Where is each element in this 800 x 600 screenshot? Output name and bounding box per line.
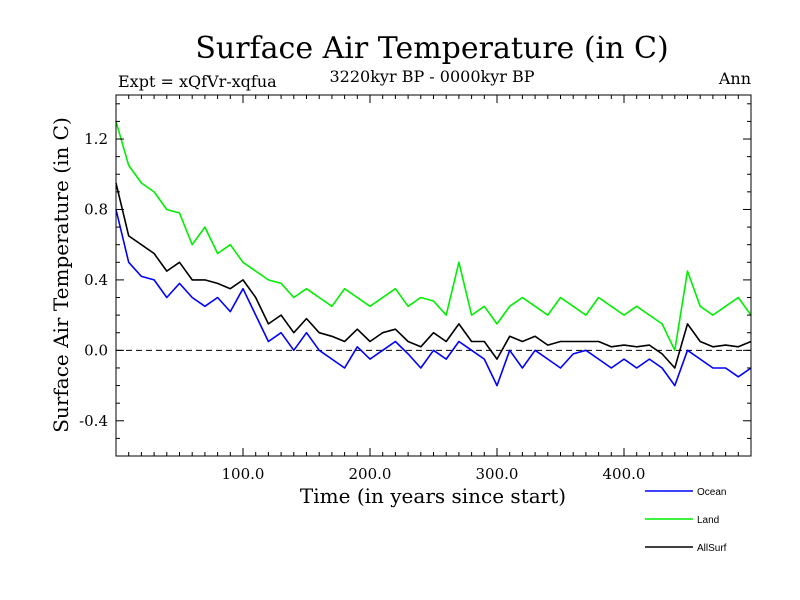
y-tick-label: -0.4 xyxy=(79,412,108,430)
y-tick-label: 0.8 xyxy=(84,200,108,218)
y-axis-label: Surface Air Temperature (in C) xyxy=(49,117,73,433)
legend-label-ocean: Ocean xyxy=(697,487,726,498)
series-line-allsurf xyxy=(115,182,752,369)
y-tick-label: 0.4 xyxy=(84,271,108,289)
x-tick-label: 100.0 xyxy=(222,465,265,483)
legend: Ocean Land AllSurf xyxy=(645,487,727,554)
experiment-label: Expt = xQfVr-xqfua xyxy=(118,72,277,91)
x-tick-label: 400.0 xyxy=(603,465,646,483)
series-line-ocean xyxy=(115,209,752,387)
plot-frame xyxy=(115,94,752,457)
y-tick-label: 1.2 xyxy=(84,130,108,148)
series-line-land xyxy=(115,121,752,352)
chart-title: Surface Air Temperature (in C) xyxy=(195,31,668,66)
chart-subtitle: 3220kyr BP - 0000kyr BP xyxy=(330,67,535,86)
x-tick-label: 200.0 xyxy=(349,465,392,483)
x-tick-label: 300.0 xyxy=(476,465,519,483)
axes: 100.0 200.0 300.0 400.0 -0.4 0.0 0.4 0.8 1.2 xyxy=(79,95,752,483)
x-axis-label: Time (in years since start) xyxy=(300,484,566,508)
y-tick-label: 0.0 xyxy=(84,341,108,359)
season-label: Ann xyxy=(718,69,751,88)
legend-label-land: Land xyxy=(697,515,719,526)
plot-area xyxy=(115,121,752,387)
legend-label-allsurf: AllSurf xyxy=(697,543,727,554)
